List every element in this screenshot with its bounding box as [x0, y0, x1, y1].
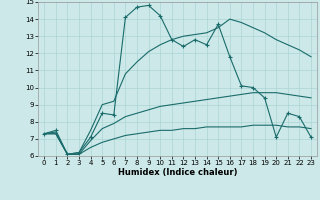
X-axis label: Humidex (Indice chaleur): Humidex (Indice chaleur): [118, 168, 237, 177]
